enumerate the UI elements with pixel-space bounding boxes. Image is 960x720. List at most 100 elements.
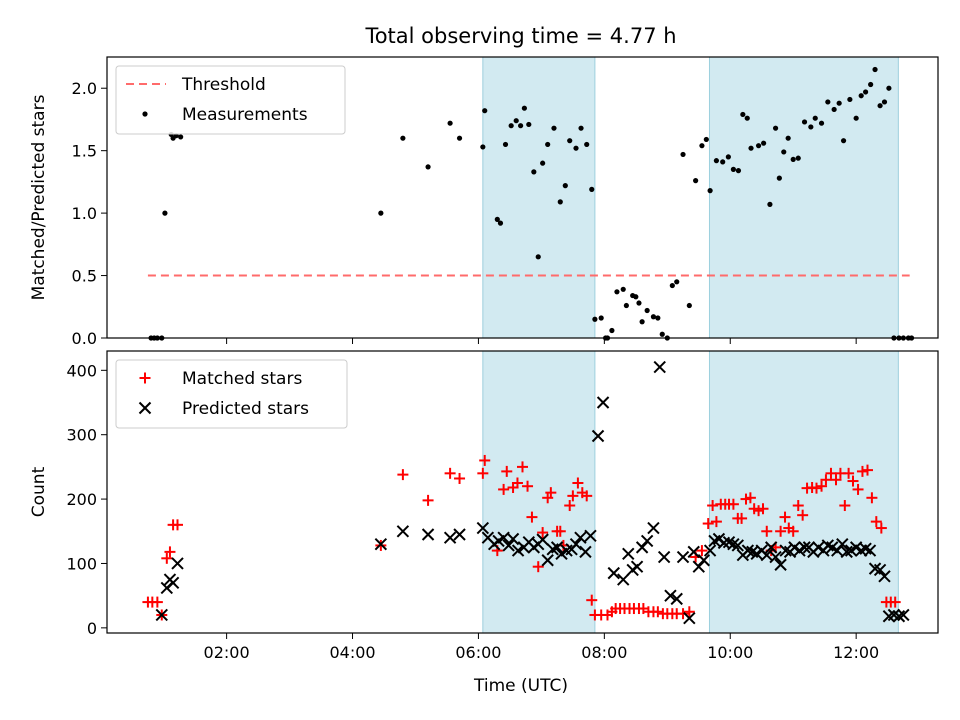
count-point-1-85-b bbox=[859, 542, 872, 555]
ratio-point-0-57 bbox=[693, 178, 699, 184]
ratio-point-0-68 bbox=[748, 145, 754, 151]
ratio-point-0-20 bbox=[513, 118, 519, 124]
count-point-1-57 bbox=[727, 537, 740, 551]
count-point-1-5-b bbox=[374, 537, 388, 551]
count-point-1-34-b bbox=[596, 396, 610, 409]
count-point-0-26 bbox=[545, 487, 557, 499]
ratio-legend-label-1: Measurements bbox=[182, 105, 308, 125]
ratio-point-0-26 bbox=[540, 160, 546, 166]
count-point-1-48 bbox=[683, 611, 696, 625]
count-point-1-33-b bbox=[591, 429, 605, 443]
count-point-1-51-b bbox=[697, 554, 711, 567]
ratio-point-0-88 bbox=[858, 93, 864, 99]
ratio-point-0-16 bbox=[494, 216, 500, 222]
count-point-1-52 bbox=[703, 544, 717, 557]
x-tick-label-5: 12:00 bbox=[833, 643, 879, 662]
count-point-1-30 bbox=[574, 531, 587, 544]
count-point-1-34 bbox=[596, 396, 610, 409]
count-legend-swatch-0 bbox=[139, 372, 151, 384]
ratio-point-0-60 bbox=[707, 188, 713, 194]
count-point-1-68 bbox=[779, 544, 792, 557]
ratio-point-0-13 bbox=[456, 135, 463, 141]
ratio-point-0-21 bbox=[518, 123, 524, 129]
ratio-point-0-4 bbox=[162, 210, 168, 216]
ratio-point-0-85 bbox=[840, 138, 847, 144]
count-point-1-92-b bbox=[892, 610, 906, 623]
count-point-0-32 bbox=[572, 477, 584, 489]
ratio-point-0-17 bbox=[497, 220, 504, 226]
count-point-1-93-b bbox=[897, 608, 910, 622]
count-point-0-5 bbox=[164, 546, 176, 558]
count-series-predicted-stars bbox=[155, 360, 910, 625]
count-point-1-17 bbox=[511, 544, 525, 557]
count-point-1-31 bbox=[579, 545, 592, 559]
count-point-0-93 bbox=[856, 465, 868, 477]
count-point-1-15 bbox=[502, 539, 515, 552]
count-point-1-46-b bbox=[670, 592, 683, 606]
count-shaded-interval-0 bbox=[482, 350, 596, 634]
ratio-point-0-77 bbox=[795, 155, 801, 161]
ratio-point-0-72 bbox=[772, 125, 779, 131]
count-point-1-44-b bbox=[657, 550, 671, 564]
count-point-1-56-b bbox=[722, 536, 736, 549]
ratio-point-0-58 bbox=[699, 143, 705, 149]
count-point-0-97 bbox=[875, 522, 887, 534]
count-point-1-87-b bbox=[868, 562, 882, 575]
ratio-point-0-53 bbox=[669, 282, 675, 289]
count-point-1-36-b bbox=[617, 573, 630, 586]
ratio-point-0-18 bbox=[502, 141, 509, 148]
count-point-1-30-b bbox=[574, 531, 587, 544]
ratio-point-0-35 bbox=[589, 186, 595, 192]
ratio-point-0-10 bbox=[400, 135, 406, 141]
count-y-tick-label-0: 0 bbox=[87, 619, 97, 638]
ratio-point-0-50 bbox=[655, 315, 661, 321]
count-point-0-4 bbox=[161, 552, 173, 564]
count-legend: Matched stars Predicted stars bbox=[115, 359, 348, 429]
count-legend-swatch-1-b bbox=[138, 401, 152, 415]
count-point-1-72 bbox=[798, 541, 811, 554]
count-plot-frame bbox=[106, 350, 939, 634]
count-point-1-10 bbox=[476, 521, 490, 535]
count-point-1-47 bbox=[676, 550, 690, 564]
count-point-0-58 bbox=[702, 518, 714, 530]
count-point-1-70-b bbox=[788, 541, 801, 554]
count-point-1-41 bbox=[640, 534, 654, 548]
x-axis-label: Time (UTC) bbox=[473, 676, 568, 696]
ratio-point-0-51 bbox=[659, 331, 665, 337]
count-point-0-16 bbox=[498, 483, 510, 495]
count-legend-swatch-1 bbox=[138, 401, 152, 415]
count-point-1-81 bbox=[840, 545, 853, 559]
count-point-0-90 bbox=[843, 467, 855, 479]
count-point-0-35 bbox=[586, 594, 598, 606]
count-point-1-33 bbox=[591, 429, 605, 443]
count-point-1-10-b bbox=[476, 521, 490, 535]
count-point-1-48-b bbox=[683, 611, 696, 625]
count-series-matched-stars bbox=[142, 454, 901, 621]
ratio-point-0-28 bbox=[551, 125, 557, 131]
ratio-y-tick-label-3: 1.5 bbox=[72, 142, 97, 161]
ratio-point-0-49 bbox=[650, 314, 657, 320]
ratio-point-0-11 bbox=[425, 164, 431, 170]
ratio-point-0-79 bbox=[808, 124, 814, 130]
count-point-1-88-b bbox=[873, 563, 887, 577]
count-point-1-11-b bbox=[481, 531, 495, 544]
count-point-1-29-b bbox=[569, 537, 583, 551]
ratio-point-0-8 bbox=[178, 134, 184, 140]
count-point-1-47-b bbox=[676, 550, 690, 564]
count-point-1-23 bbox=[541, 554, 554, 567]
ratio-legend-label-0: Threshold bbox=[181, 75, 266, 95]
count-point-1-44 bbox=[657, 550, 671, 564]
count-point-0-20 bbox=[517, 461, 528, 473]
count-point-1-0 bbox=[155, 608, 168, 622]
count-point-1-81-b bbox=[840, 545, 853, 559]
count-point-1-91-b bbox=[887, 608, 901, 622]
count-point-1-60-b bbox=[741, 544, 755, 557]
count-y-tick-label-3: 300 bbox=[66, 426, 97, 445]
count-point-1-41-b bbox=[640, 534, 654, 548]
count-point-0-14 bbox=[479, 454, 491, 466]
count-point-0-91 bbox=[847, 475, 859, 487]
count-point-1-42-b bbox=[647, 521, 660, 535]
ratio-point-0-91 bbox=[872, 66, 878, 73]
count-point-0-55 bbox=[683, 606, 695, 618]
count-point-0-59 bbox=[707, 500, 719, 512]
